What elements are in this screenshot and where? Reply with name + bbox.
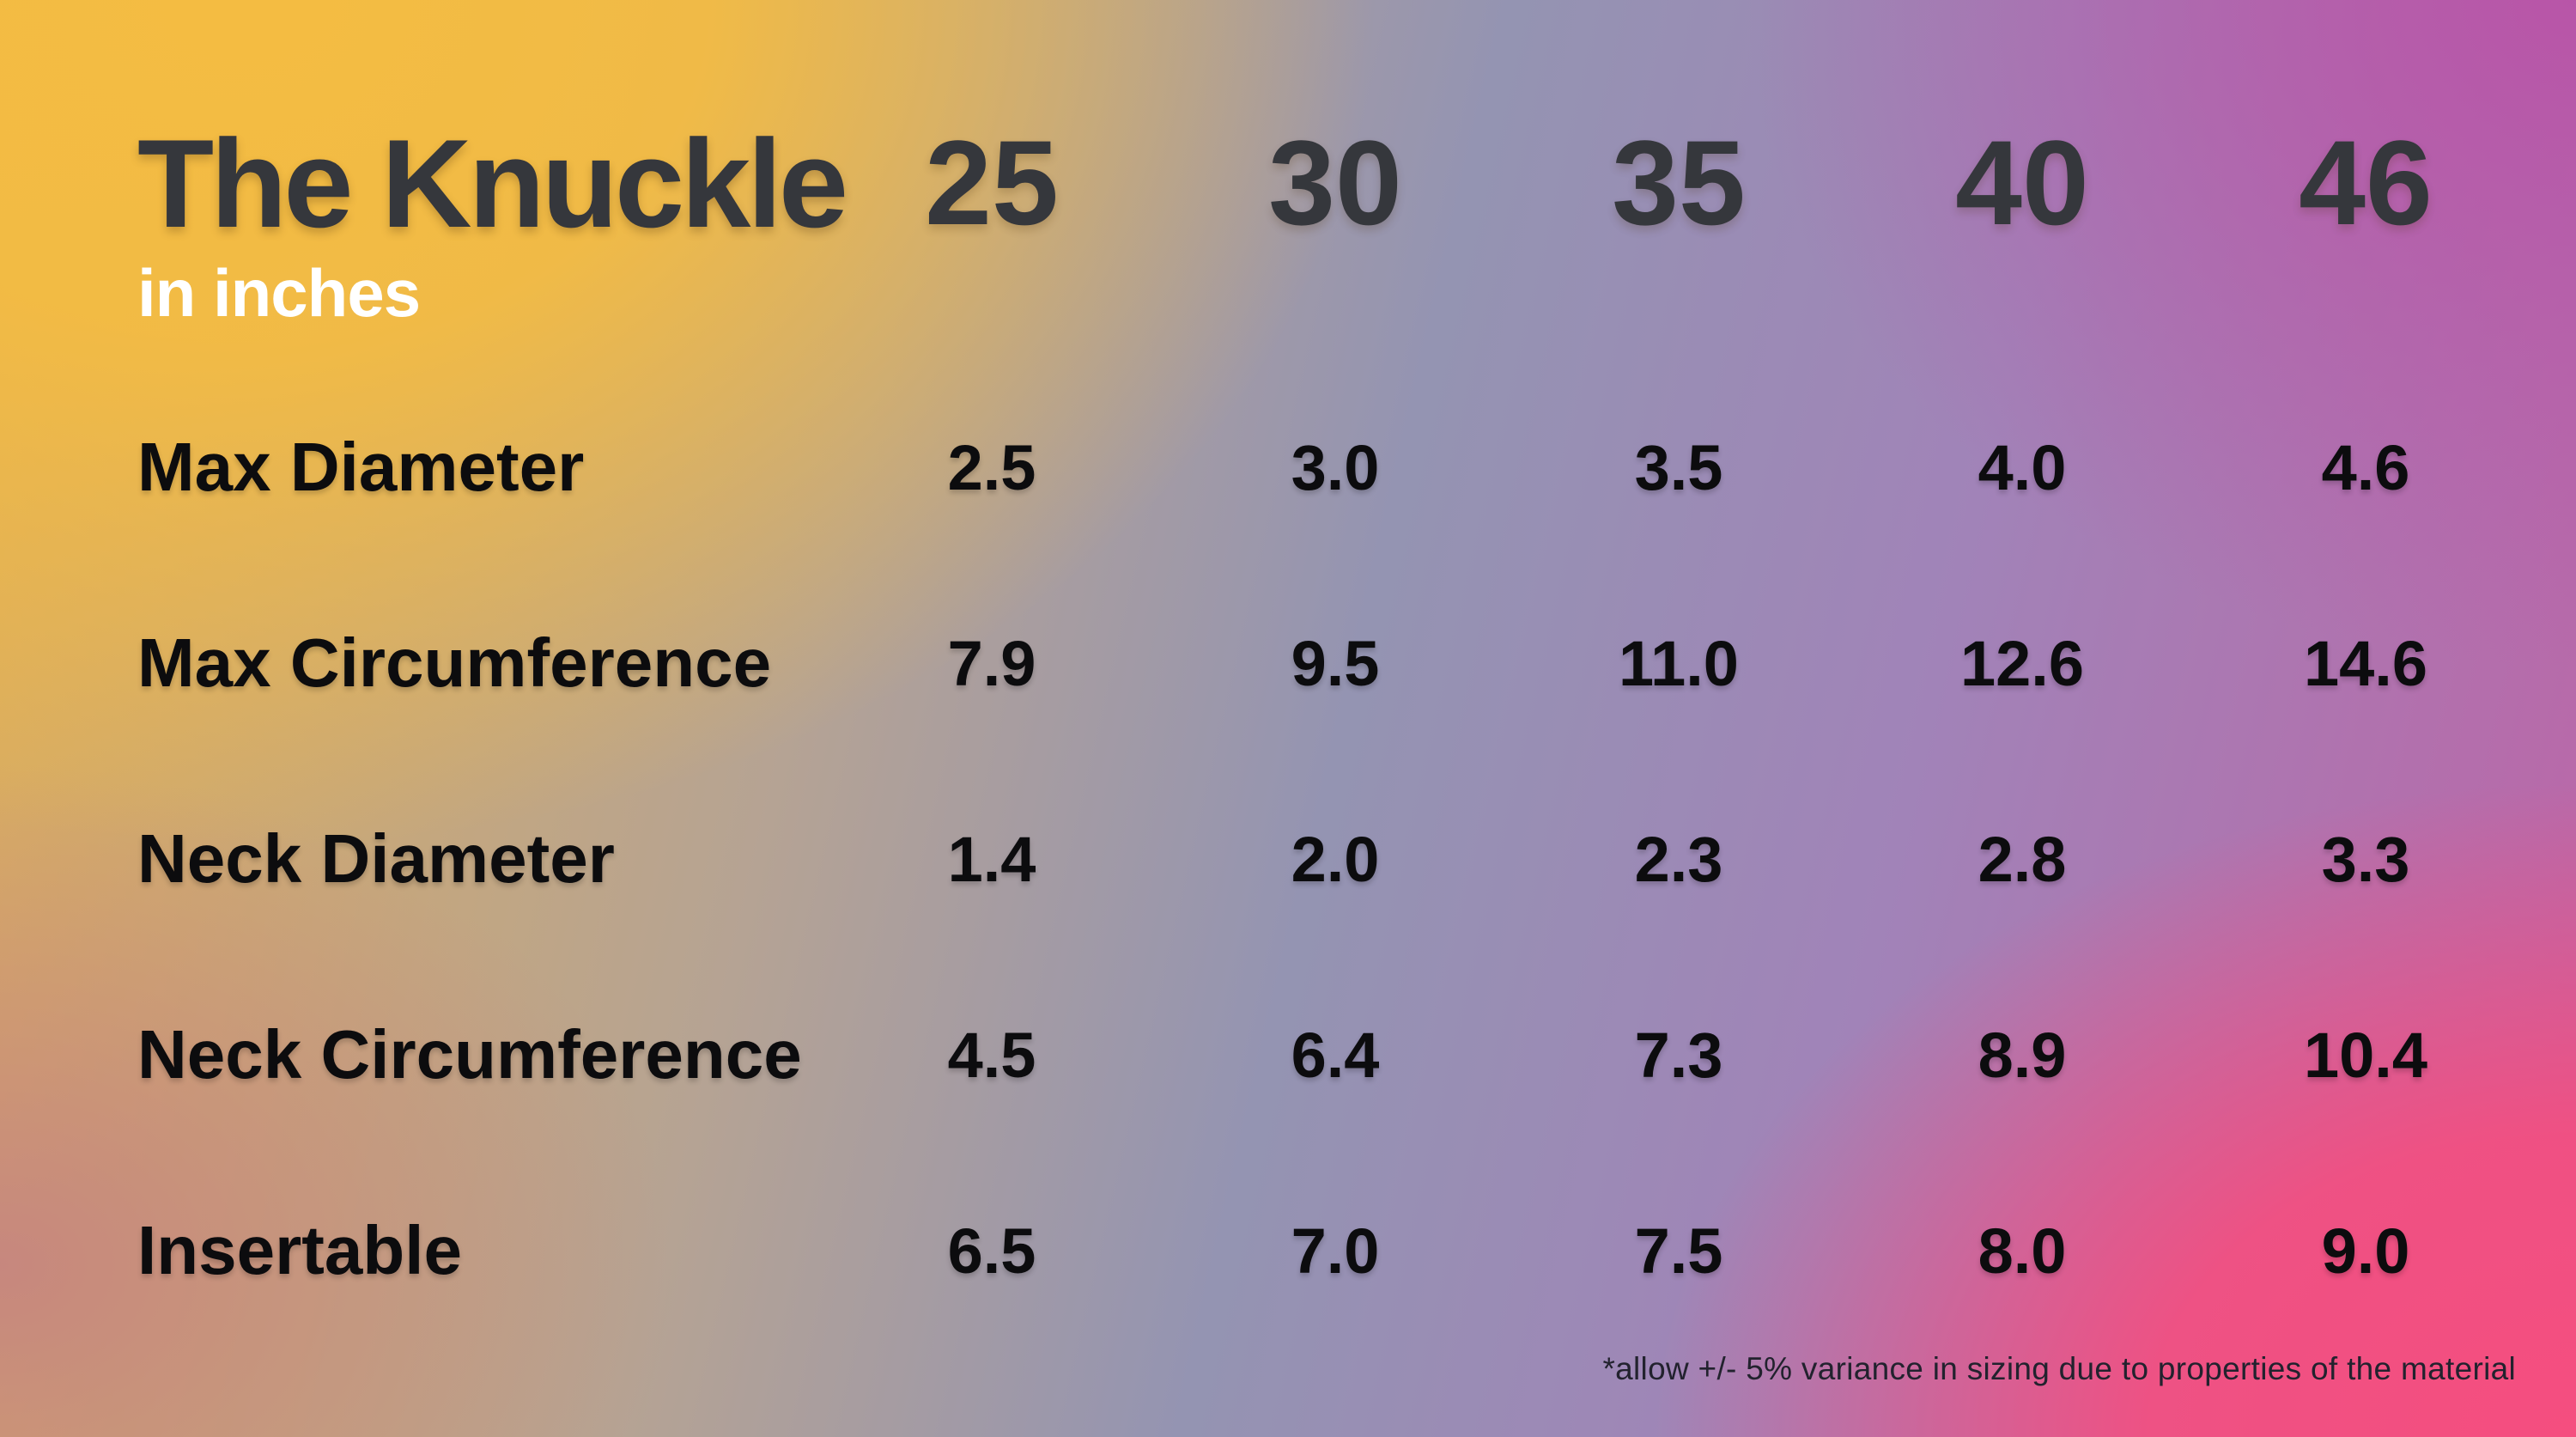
cell-neck-diameter-30: 2.0 — [1291, 823, 1380, 895]
cell-max-diameter-25: 2.5 — [947, 431, 1036, 503]
cell-insertable-35: 7.5 — [1634, 1215, 1723, 1287]
variance-footnote: *allow +/- 5% variance in sizing due to … — [1602, 1351, 2516, 1386]
size-chart-table: The Knuckle in inches 25 30 35 40 46 Max… — [137, 77, 2537, 1349]
cell-neck-diameter-40: 2.8 — [1978, 823, 2067, 895]
size-column-header-25: 25 — [925, 115, 1059, 250]
cell-neck-circumference-25: 4.5 — [947, 1019, 1036, 1091]
product-title: The Knuckle — [137, 113, 848, 253]
size-column-header-40: 40 — [1955, 115, 2089, 250]
size-column-header-46: 46 — [2299, 115, 2433, 250]
row-label-max-circumference: Max Circumference — [137, 624, 772, 701]
cell-neck-diameter-46: 3.3 — [2321, 823, 2410, 895]
cell-neck-diameter-35: 2.3 — [1634, 823, 1723, 895]
cell-max-diameter-30: 3.0 — [1291, 431, 1380, 503]
cell-insertable-46: 9.0 — [2321, 1215, 2410, 1287]
row-label-max-diameter: Max Diameter — [137, 429, 585, 505]
cell-neck-circumference-40: 8.9 — [1978, 1019, 2067, 1091]
size-column-header-30: 30 — [1268, 115, 1402, 250]
cell-max-circumference-35: 11.0 — [1619, 627, 1739, 699]
cell-neck-circumference-46: 10.4 — [2303, 1019, 2428, 1091]
cell-neck-circumference-35: 7.3 — [1634, 1019, 1723, 1091]
size-column-header-35: 35 — [1612, 115, 1746, 250]
cell-max-circumference-40: 12.6 — [1959, 627, 2085, 699]
cell-max-diameter-40: 4.0 — [1978, 431, 2067, 503]
cell-max-circumference-46: 14.6 — [2303, 627, 2428, 699]
title-block: The Knuckle in inches — [137, 77, 848, 369]
cell-insertable-25: 6.5 — [947, 1215, 1036, 1287]
cell-max-diameter-35: 3.5 — [1634, 431, 1723, 503]
cell-insertable-30: 7.0 — [1291, 1215, 1380, 1287]
cell-neck-circumference-30: 6.4 — [1291, 1019, 1380, 1091]
product-subtitle: in inches — [137, 254, 421, 331]
row-label-insertable: Insertable — [137, 1212, 462, 1288]
cell-max-circumference-25: 7.9 — [947, 627, 1036, 699]
cell-neck-diameter-25: 1.4 — [947, 823, 1036, 895]
cell-max-circumference-30: 9.5 — [1291, 627, 1380, 699]
row-label-neck-circumference: Neck Circumference — [137, 1016, 802, 1093]
cell-insertable-40: 8.0 — [1978, 1215, 2067, 1287]
row-label-neck-diameter: Neck Diameter — [137, 820, 615, 897]
cell-max-diameter-46: 4.6 — [2321, 431, 2410, 503]
